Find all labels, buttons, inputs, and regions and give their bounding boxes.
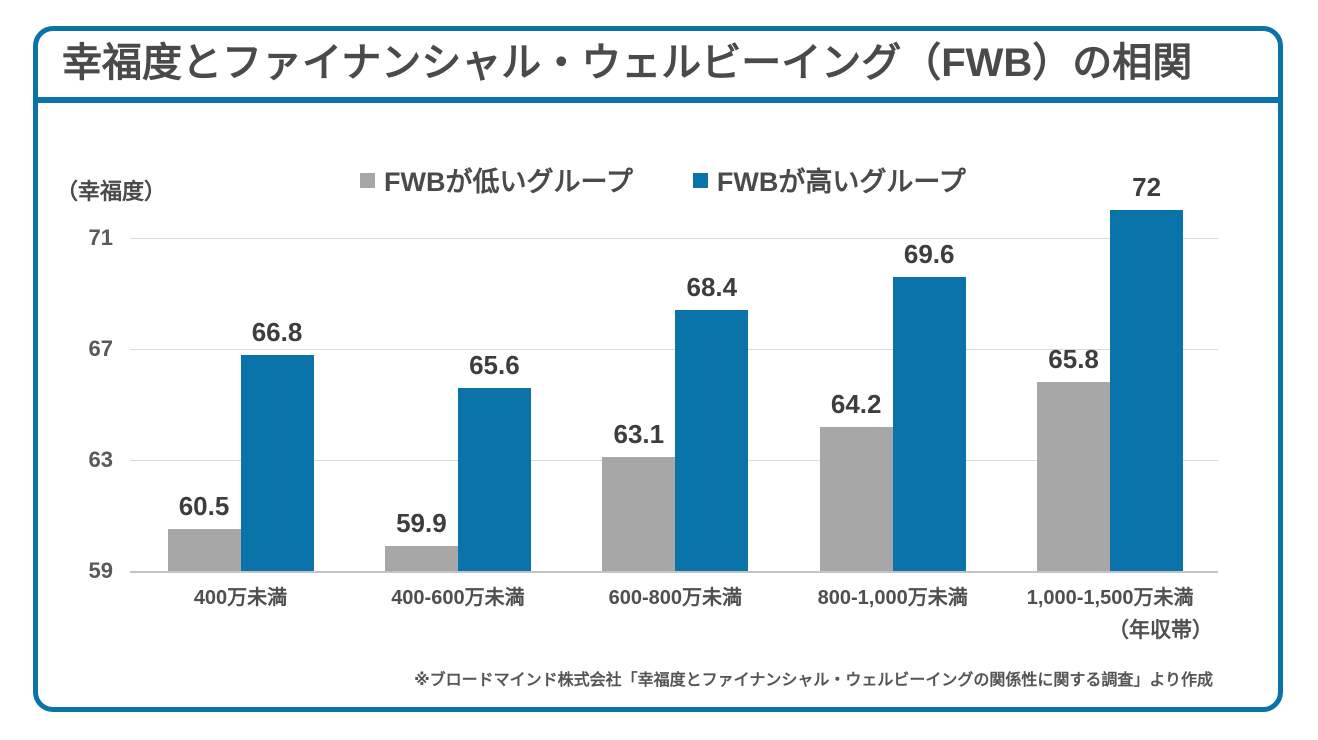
legend-label: FWBが低いグループ bbox=[384, 166, 633, 197]
gridline bbox=[130, 237, 1218, 239]
bar-high-fwb-group bbox=[675, 310, 749, 571]
bar-value-label: 65.6 bbox=[469, 349, 520, 380]
category-label: 400万未満 bbox=[193, 587, 288, 609]
card-frame bbox=[33, 26, 1283, 712]
legend-item: FWBが高いグループ bbox=[692, 160, 966, 199]
bar-value-label: 72 bbox=[1132, 172, 1162, 203]
legend-item: FWBが低いグループ bbox=[360, 160, 633, 199]
y-tick-label: 67 bbox=[88, 336, 113, 361]
bar-value-label: 69.6 bbox=[903, 238, 955, 269]
bar-low-fwb-group bbox=[167, 529, 241, 571]
bar-high-fwb-group bbox=[457, 387, 531, 571]
gridline bbox=[130, 348, 1218, 350]
category-label: 800-1,000万未満 bbox=[817, 587, 968, 609]
bar-high-fwb-group bbox=[240, 354, 314, 571]
bar-value-label: 63.1 bbox=[613, 419, 665, 450]
bar-value-label: 68.4 bbox=[686, 272, 738, 303]
bar-value-label: 59.9 bbox=[396, 508, 447, 539]
bar-high-fwb-group bbox=[892, 276, 966, 571]
bar-high-fwb-group bbox=[1110, 210, 1184, 571]
y-axis-unit-label: （幸福度） bbox=[56, 179, 167, 204]
chart-legend: FWBが低いグループ FWBが高いグループ bbox=[360, 160, 966, 199]
y-tick-label: 59 bbox=[88, 558, 113, 583]
header-divider bbox=[33, 97, 1283, 103]
chart-title: 幸福度とファイナンシャル・ウェルビーイング（FWB）の相関 bbox=[62, 41, 1193, 85]
bar-value-label: 60.5 bbox=[178, 491, 230, 522]
bar-value-label: 65.8 bbox=[1048, 344, 1099, 375]
y-tick-label: 71 bbox=[88, 225, 113, 250]
category-label: 600-800万未満 bbox=[608, 587, 742, 609]
legend-label: FWBが高いグループ bbox=[716, 166, 966, 197]
bar-low-fwb-group bbox=[384, 546, 458, 571]
bar-value-label: 66.8 bbox=[251, 316, 303, 347]
source-note: ※ブロードマインド株式会社「幸福度とファイナンシャル・ウェルビーイングの関係性に… bbox=[414, 672, 1213, 689]
x-axis-unit-label: （年収帯） bbox=[1108, 619, 1213, 642]
y-tick-label: 63 bbox=[88, 447, 113, 472]
category-label: 1,000-1,500万未満 bbox=[1026, 587, 1194, 609]
x-axis-line bbox=[130, 571, 1218, 573]
bar-low-fwb-group bbox=[602, 457, 676, 571]
bar-low-fwb-group bbox=[1037, 382, 1111, 571]
bar-low-fwb-group bbox=[819, 426, 893, 571]
category-label: 400-600万未満 bbox=[391, 587, 525, 609]
legend-swatch-icon bbox=[360, 173, 375, 188]
legend-swatch-icon bbox=[692, 173, 708, 188]
bar-value-label: 64.2 bbox=[830, 388, 882, 419]
